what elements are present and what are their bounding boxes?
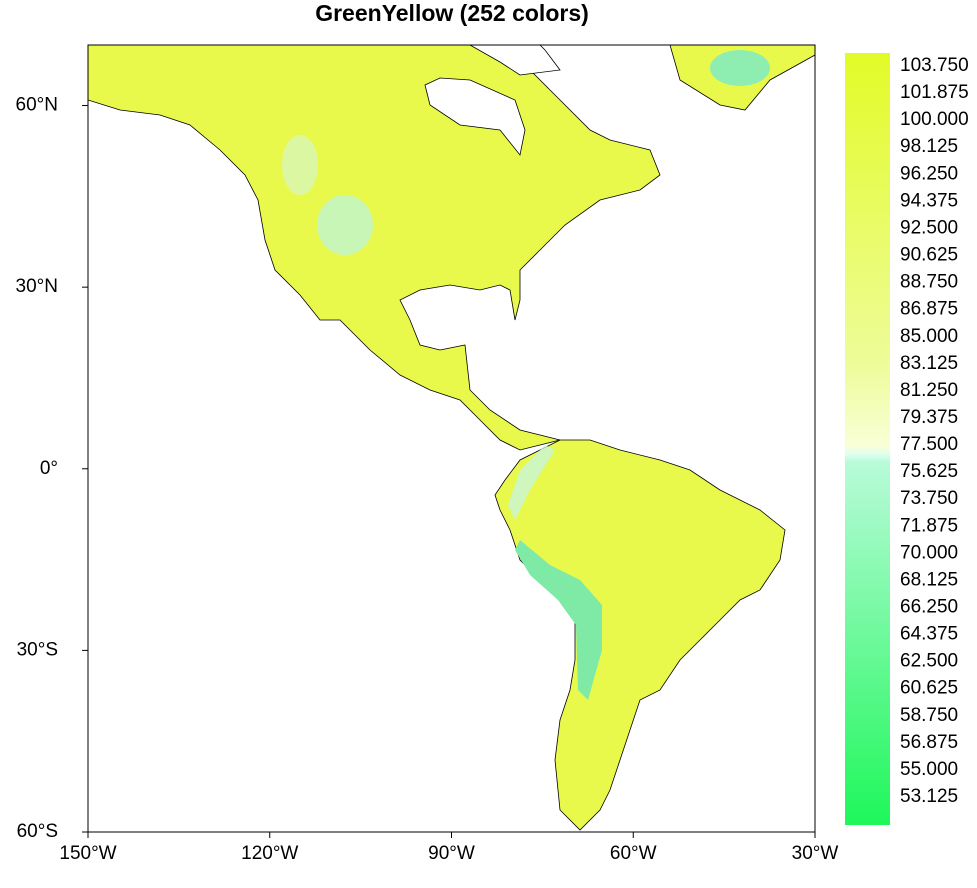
colorbar-label: 73.750 [900, 488, 958, 509]
land [88, 45, 815, 831]
y-tick-label: 30°S [17, 639, 58, 660]
colorbar-label: 81.250 [900, 380, 958, 401]
colorbar-label: 103.750 [900, 55, 969, 76]
colorbar-label: 68.125 [900, 569, 958, 590]
x-tick-label: 120°W [241, 843, 298, 864]
x-tick-label: 150°W [59, 843, 116, 864]
colorbar-label: 94.375 [900, 190, 958, 211]
south-america [494, 439, 786, 831]
title: GreenYellow (252 colors) [315, 0, 589, 26]
colorbar-label: 79.375 [900, 407, 958, 428]
colorbar-label: 56.875 [900, 732, 958, 753]
x-tick-label: 60°W [610, 843, 657, 864]
arctic-water [469, 45, 561, 76]
greenland-ice [710, 50, 770, 86]
colorbar-label: 77.500 [900, 434, 958, 455]
colorbar-label: 75.625 [900, 461, 958, 482]
colorbar-label: 100.000 [900, 109, 969, 130]
x-tick-label: 30°W [792, 843, 839, 864]
colorbar-label: 90.625 [900, 245, 958, 266]
colorbar-label: 70.000 [900, 542, 958, 563]
y-tick-label: 60°N [16, 95, 58, 116]
colorbar-label: 66.250 [900, 596, 958, 617]
colorbar-label: 60.625 [900, 678, 958, 699]
colorbar-label: 92.500 [900, 217, 958, 238]
rockies [317, 195, 373, 255]
colorbar-label: 86.875 [900, 299, 958, 320]
y-tick-label: 0° [40, 458, 58, 479]
andes-north [508, 445, 555, 520]
colorbar-label: 98.125 [900, 136, 958, 157]
colorbar-label: 85.000 [900, 326, 958, 347]
hudson-bay [424, 77, 526, 156]
colorbar-label: 83.125 [900, 353, 958, 374]
colorbar-label: 71.875 [900, 515, 958, 536]
colorbar-label: 101.875 [900, 82, 969, 103]
colorbar-label: 58.750 [900, 705, 958, 726]
colorbar-label: 64.375 [900, 624, 958, 645]
colorbar [845, 53, 890, 825]
colorbar-label: 53.125 [900, 786, 958, 807]
y-tick-label: 60°S [17, 821, 58, 842]
colorbar-label: 55.000 [900, 759, 958, 780]
colorbar-label: 62.500 [900, 651, 958, 672]
colorbar-label: 88.750 [900, 272, 958, 293]
x-tick-label: 90°W [428, 843, 475, 864]
rockies-north [282, 135, 318, 195]
y-tick-label: 30°N [16, 276, 58, 297]
north-america [88, 45, 661, 451]
andes [515, 540, 602, 700]
colorbar-label: 96.250 [900, 163, 958, 184]
